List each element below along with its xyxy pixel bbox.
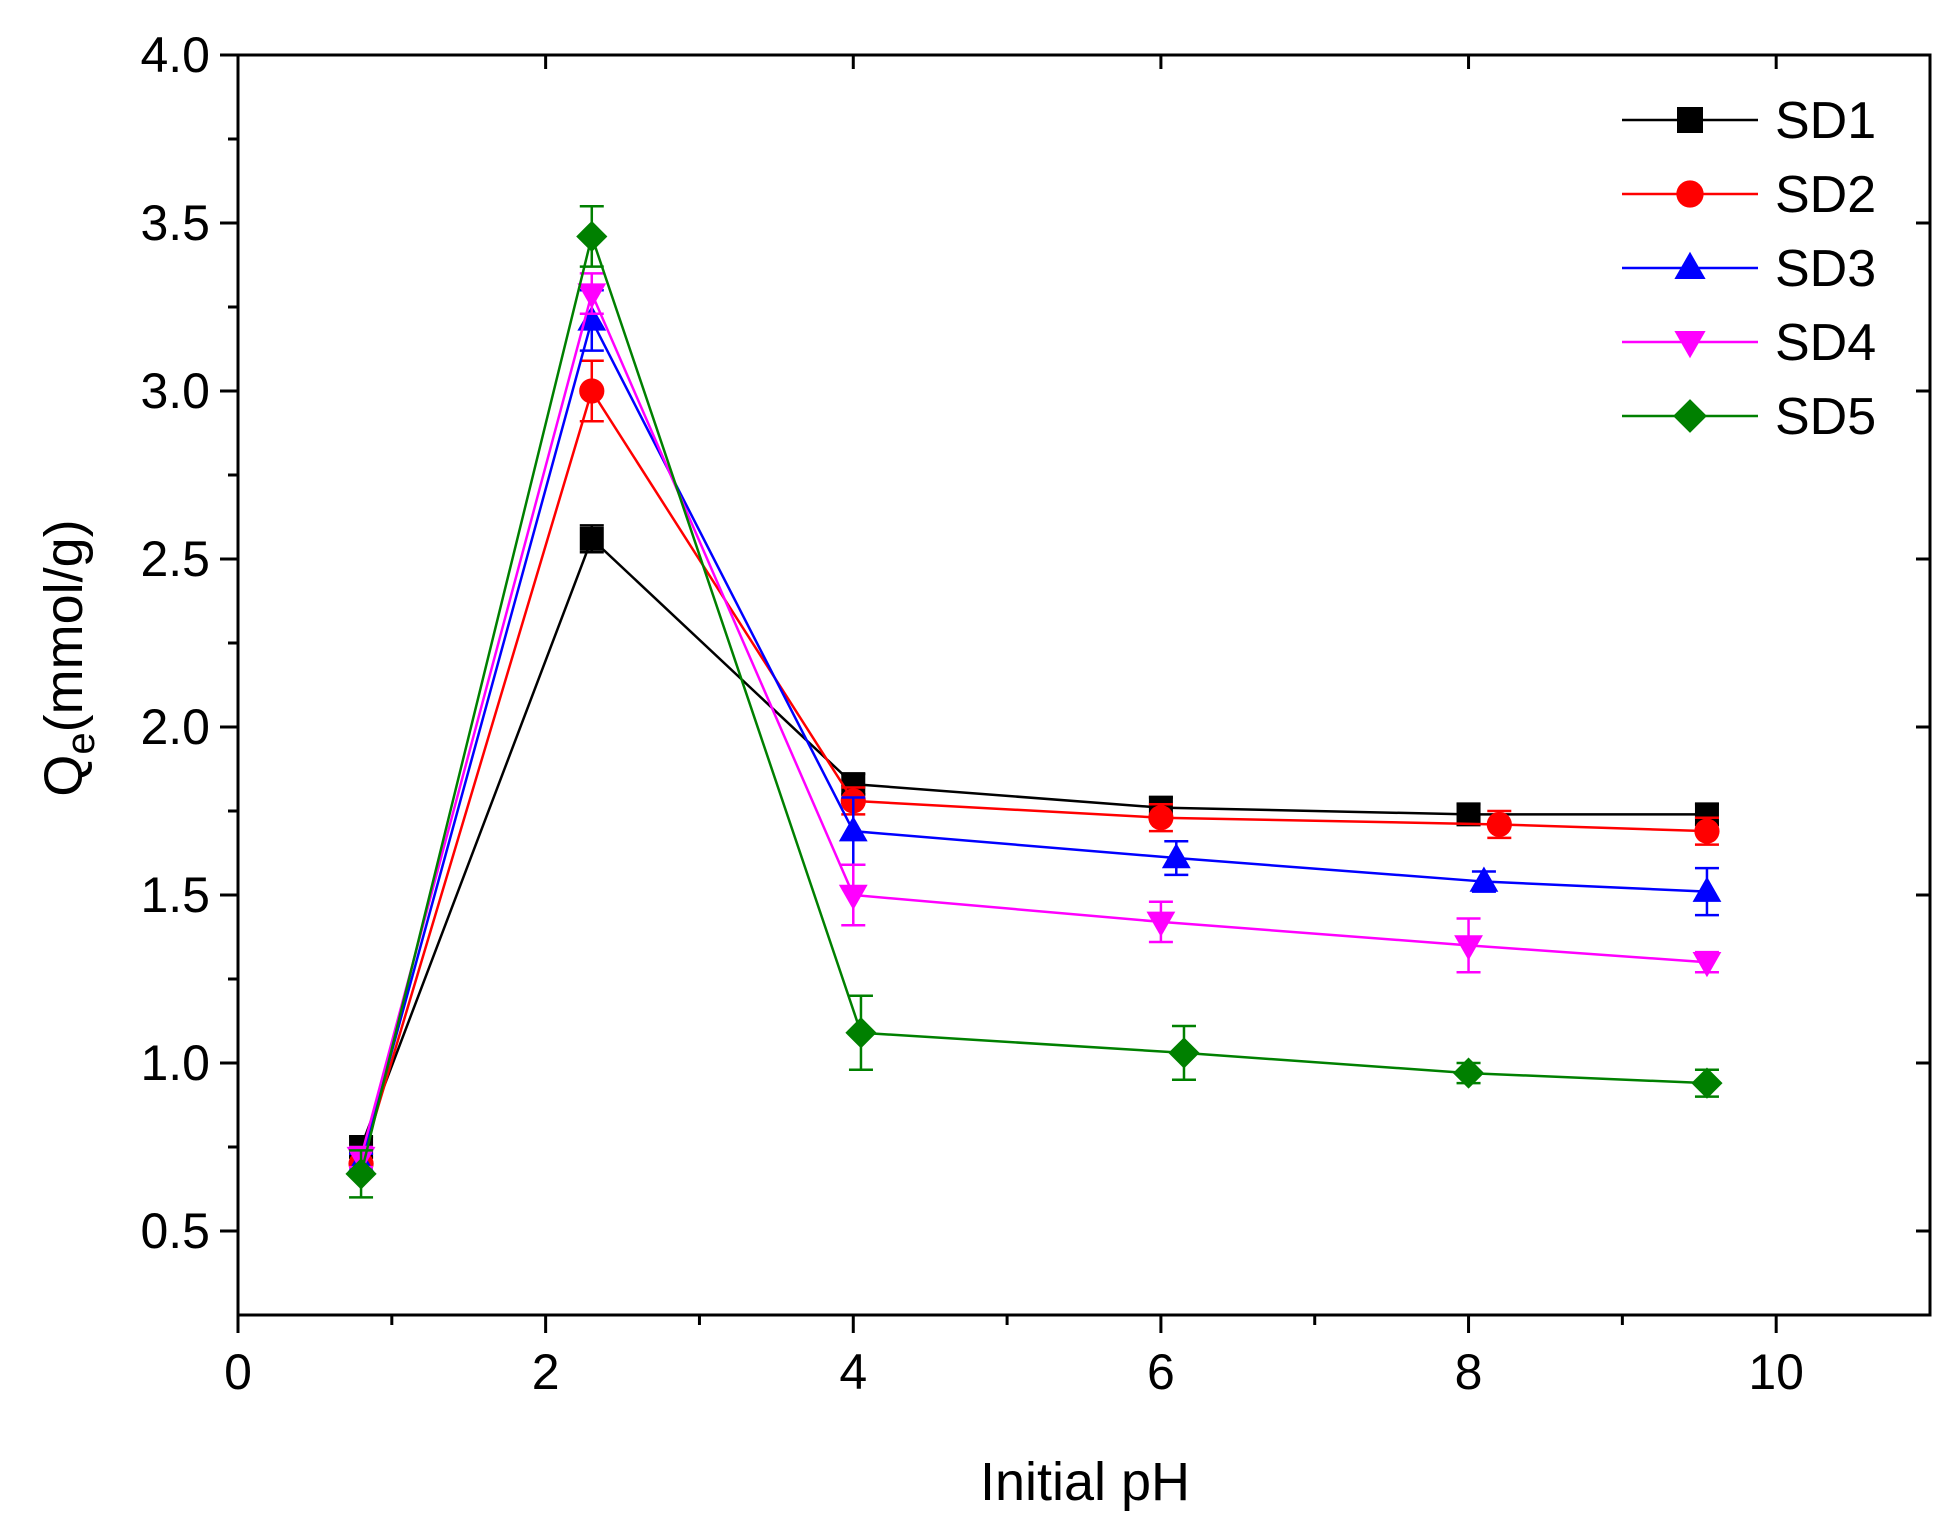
series-layer	[345, 204, 1723, 1199]
legend-marker-sd3	[1674, 251, 1706, 280]
x-axis-label: Initial pH	[980, 1452, 1190, 1512]
data-point-sd3	[1469, 866, 1499, 892]
y-axis-label-main: Q	[34, 755, 94, 797]
legend-label-sd4: SD4	[1775, 314, 1876, 372]
data-point-sd3	[838, 816, 868, 842]
data-point-sd3	[1161, 843, 1191, 869]
x-tick-label: 0	[224, 1344, 252, 1400]
series-sd1	[349, 524, 1719, 1159]
y-tick-label: 1.5	[140, 867, 210, 923]
data-point-sd5	[845, 1017, 877, 1049]
data-point-sd5	[1452, 1057, 1485, 1089]
legend-label-sd1: SD1	[1775, 92, 1876, 150]
data-point-sd2	[1148, 805, 1174, 831]
axes-layer: 0 2 4 6 8 10 0.5 1.0 1.5 2.0 2.5 3.0 3.5 4.0	[140, 27, 1932, 1400]
legend-label-sd3: SD3	[1775, 240, 1876, 298]
legend: SD1 SD2 SD3 SD4 SD5	[1622, 92, 1876, 446]
data-point-sd5	[1168, 1037, 1200, 1069]
x-tick-label: 4	[839, 1344, 867, 1400]
legend-item-sd2: SD2	[1622, 166, 1876, 224]
series-sd5	[345, 204, 1723, 1199]
series-line-sd2	[359, 388, 1708, 1165]
legend-label-sd2: SD2	[1775, 166, 1876, 224]
series-sd3	[346, 288, 1722, 1176]
legend-marker-sd4	[1674, 330, 1706, 359]
legend-item-sd3: SD3	[1622, 240, 1876, 298]
y-axis-label-unit: (mmol/g)	[34, 519, 94, 732]
data-point-sd2	[579, 378, 605, 404]
data-point-sd4	[838, 884, 868, 910]
legend-label-sd5: SD5	[1775, 388, 1876, 446]
legend-item-sd1: SD1	[1622, 92, 1876, 150]
data-point-sd1	[579, 526, 604, 551]
x-tick-label: 8	[1455, 1344, 1483, 1400]
y-tick-label: 2.0	[140, 699, 210, 755]
series-sd2	[348, 359, 1720, 1177]
data-point-sd4	[1454, 935, 1483, 961]
y-tick-label: 0.5	[140, 1203, 210, 1259]
series-line-sd4	[359, 289, 1708, 1158]
legend-marker-sd1	[1677, 107, 1703, 133]
x-tick-label: 10	[1748, 1344, 1804, 1400]
legend-marker-sd2	[1676, 180, 1704, 208]
legend-item-sd4: SD4	[1622, 314, 1876, 372]
x-tick-label: 6	[1147, 1344, 1175, 1400]
data-point-sd5	[576, 220, 608, 253]
series-sd4	[346, 272, 1722, 1173]
y-tick-label: 1.0	[140, 1035, 210, 1091]
data-point-sd5	[345, 1158, 377, 1190]
y-tick-label: 3.5	[140, 195, 210, 251]
series-line-sd5	[359, 231, 1708, 1175]
data-point-sd5	[1691, 1067, 1723, 1099]
data-point-sd3	[1692, 876, 1722, 902]
plot-frame	[236, 53, 1932, 1317]
y-tick-label: 2.5	[140, 531, 210, 587]
y-tick-label: 3.0	[140, 363, 210, 419]
x-tick-label: 2	[532, 1344, 560, 1400]
y-axis-label: Qe(mmol/g)	[34, 519, 103, 796]
legend-item-sd5: SD5	[1622, 388, 1876, 446]
data-point-sd4	[1146, 911, 1176, 937]
legend-marker-sd5	[1673, 399, 1707, 433]
data-point-sd2	[1486, 811, 1512, 838]
y-tick-label: 4.0	[140, 27, 210, 83]
data-point-sd4	[1692, 952, 1722, 978]
y-axis-label-subscript: e	[59, 732, 103, 754]
series-line-sd1	[359, 536, 1707, 1148]
data-point-sd2	[1694, 818, 1720, 844]
data-point-sd4	[577, 283, 607, 309]
series-line-sd3	[359, 317, 1708, 1165]
data-point-sd1	[1456, 802, 1481, 827]
